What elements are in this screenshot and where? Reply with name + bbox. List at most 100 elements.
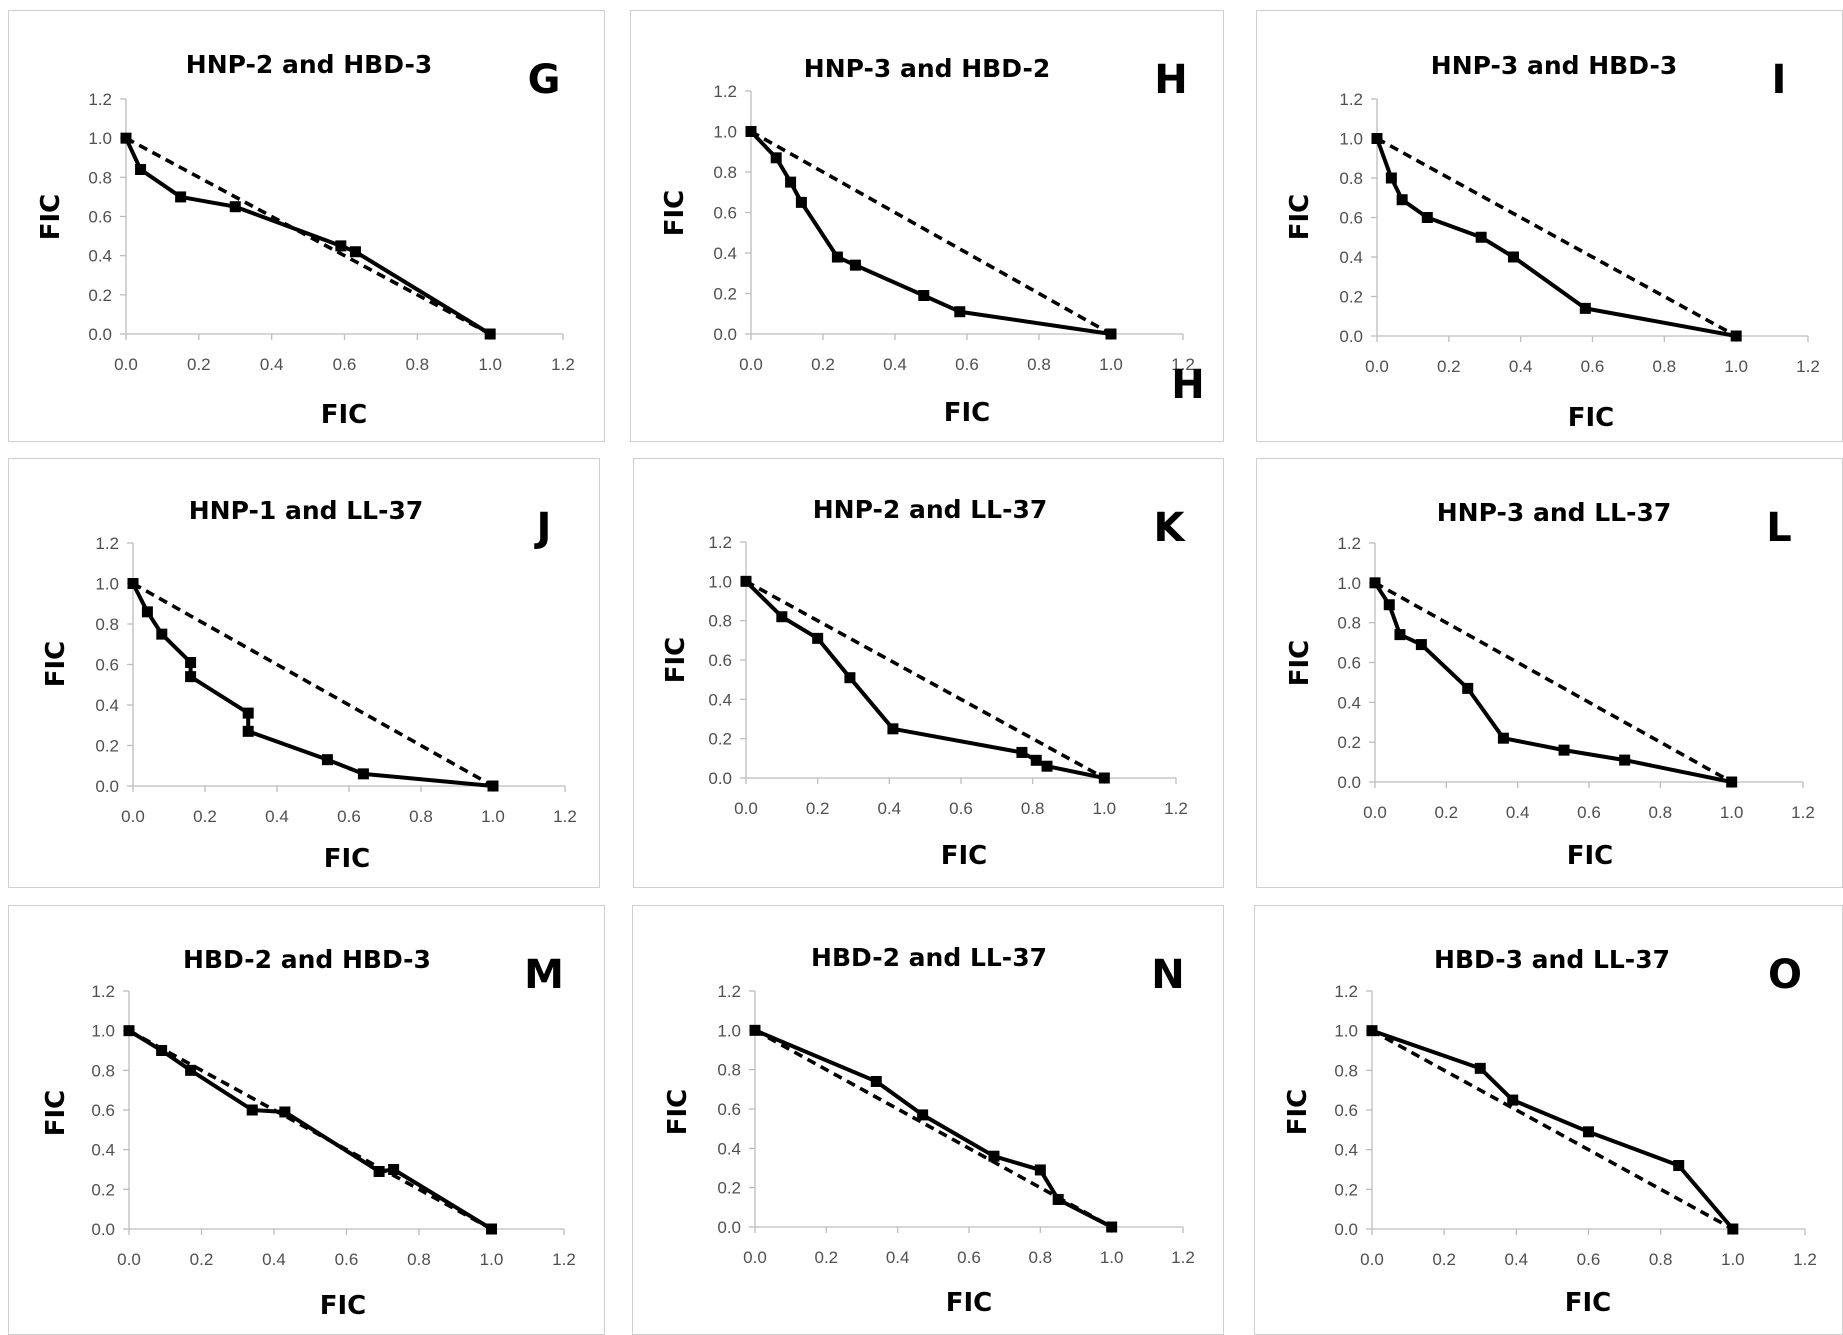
panel-letter: H [1154, 57, 1187, 103]
x-tick-label: 0.4 [1509, 357, 1533, 376]
y-axis-label: FIC [661, 637, 691, 684]
y-tick-label: 0.0 [713, 325, 737, 344]
data-point-marker [870, 1075, 882, 1087]
data-point-marker [988, 1150, 1000, 1162]
data-point-marker [373, 1165, 385, 1177]
x-tick-label: 1.2 [552, 1250, 576, 1269]
x-tick-label: 0.4 [878, 799, 902, 818]
y-tick-label: 0.0 [1337, 773, 1361, 792]
chart-svg: 0.00.0 0.2 0.2 0.4 0.4 0.6 0.6 0.8 0.8 1.0 1.0 1.2 1… [660, 54, 1205, 428]
y-tick-label: 0.8 [88, 168, 112, 187]
x-tick-label: 0.6 [333, 355, 357, 374]
x-tick-label: 0.6 [1581, 357, 1605, 376]
data-point-marker [1475, 231, 1487, 243]
data-point-marker [1421, 212, 1433, 223]
x-tick-label: 1.2 [1791, 803, 1815, 822]
additivity-dashed-line [1374, 581, 1733, 784]
data-point-marker [175, 191, 187, 203]
data-point-marker [1385, 172, 1397, 184]
x-tick-label: 1.2 [1171, 1248, 1195, 1267]
chart-panel-i: 0.0 0.0 0.2 0.2 0.4 0.4 0.6 0.6 0.8 0.8 1.0 1.0 1.2 1… [1256, 10, 1843, 442]
data-point-marker [185, 656, 197, 668]
data-point-marker [246, 1104, 258, 1116]
x-tick-label: 0.8 [1653, 357, 1677, 376]
y-tick-label: 0.4 [91, 1141, 115, 1160]
y-tick-label: 1.2 [713, 82, 737, 101]
y-tick-label: 0.4 [717, 1139, 741, 1158]
y-tick-label: 0.0 [91, 1220, 115, 1239]
x-tick-label: 0.2 [1432, 1250, 1456, 1269]
x-axis-label: FIC [1565, 1288, 1612, 1318]
isobologram-line [131, 582, 494, 788]
y-tick-label: 1.2 [1337, 534, 1361, 553]
x-tick-label: 0.8 [1649, 1250, 1673, 1269]
data-point-marker [831, 251, 843, 263]
data-point-marker [1394, 629, 1406, 641]
data-point-marker [135, 164, 147, 175]
x-tick-label: 0.2 [190, 1250, 214, 1269]
data-point-marker [185, 671, 197, 683]
data-point-marker [1727, 1223, 1739, 1235]
panel-letter: I [1772, 57, 1787, 103]
chart-panel-h: 0.0 0.0 0.2 0.2 0.4 0.4 0.6 0.6 0.8 0.8 1.0 1.0 1.2 1… [630, 10, 1224, 442]
chart-panel-k: 0.0 0.0 0.2 0.2 0.4 0.4 0.6 0.6 0.8 0.8 1.0 1.0 1.2 1… [633, 458, 1224, 888]
x-tick-label: 0.0 [743, 1248, 767, 1267]
y-tick-label: 1.0 [708, 572, 732, 591]
y-tick-label: 0.2 [717, 1179, 741, 1198]
x-tick-label: 1.0 [1093, 799, 1117, 818]
x-tick-label: 0.0 [739, 355, 763, 374]
y-tick-label: 1.2 [91, 982, 115, 1001]
x-tick-label: 0.8 [1649, 803, 1673, 822]
chart-title: HNP-2 and LL-37 [813, 495, 1048, 524]
y-tick-label: 0.4 [95, 696, 119, 715]
data-point-marker [795, 196, 807, 208]
panel-letter: N [1151, 952, 1184, 998]
isobologram-line [1371, 1028, 1735, 1231]
chart-svg: 0.00.0 0.2 0.2 0.4 0.4 0.6 0.6 0.8 0.8 1.0 1.0 1.2 1… [36, 50, 575, 430]
x-tick-label: 0.4 [1506, 803, 1530, 822]
panel-letter: K [1154, 505, 1187, 551]
y-tick-label: 0.8 [95, 615, 119, 634]
panel-letter: G [528, 57, 561, 103]
y-tick-label: 0.2 [708, 730, 732, 749]
additivity-dashed-line [128, 1029, 493, 1231]
data-point-marker [1383, 599, 1395, 611]
data-point-marker [1673, 1160, 1685, 1172]
x-tick-label: 0.4 [886, 1248, 910, 1267]
data-point-marker [120, 132, 132, 144]
x-tick-label: 0.0 [1365, 357, 1389, 376]
y-tick-label: 0.4 [708, 690, 732, 709]
x-axis-label: FIC [324, 844, 371, 874]
chart-title: HNP-3 and HBD-2 [804, 54, 1050, 83]
x-tick-label: 0.2 [811, 355, 835, 374]
y-tick-label: 0.4 [1339, 248, 1363, 267]
y-axis-label: FIC [41, 1090, 71, 1137]
x-tick-label: 1.0 [1721, 1250, 1745, 1269]
x-tick-label: 1.2 [551, 355, 575, 374]
data-point-marker [776, 611, 788, 623]
x-tick-label: 0.4 [262, 1250, 286, 1269]
y-tick-label: 0.6 [88, 208, 112, 227]
x-tick-label: 1.2 [1171, 355, 1195, 374]
x-tick-label: 0.6 [957, 1248, 981, 1267]
data-point-marker [1366, 1025, 1378, 1037]
y-tick-label: 0.8 [708, 612, 732, 631]
data-point-marker [785, 176, 797, 188]
data-point-marker [1579, 302, 1591, 314]
chart-panel-n: 0.0 0.0 0.2 0.2 0.4 0.4 0.6 0.6 0.8 0.8 1.0 1.0 1.2 1… [632, 905, 1224, 1335]
y-tick-label: 1.0 [91, 1022, 115, 1041]
x-tick-label: 0.4 [260, 355, 284, 374]
x-tick-label: 1.2 [1793, 1250, 1817, 1269]
data-point-marker [812, 632, 824, 644]
x-axis-label: FIC [320, 1291, 367, 1321]
y-tick-label: 0.2 [95, 737, 119, 756]
data-point-marker [1558, 744, 1570, 756]
chart-title: HNP-3 and LL-37 [1437, 498, 1672, 527]
y-tick-label: 0.0 [1334, 1220, 1358, 1239]
y-tick-label: 0.2 [1334, 1180, 1358, 1199]
data-point-marker [954, 306, 966, 318]
y-tick-label: 1.2 [1334, 982, 1358, 1001]
x-tick-label: 0.2 [187, 355, 211, 374]
y-tick-label: 0.8 [713, 163, 737, 182]
x-tick-label: 0.4 [265, 807, 289, 826]
